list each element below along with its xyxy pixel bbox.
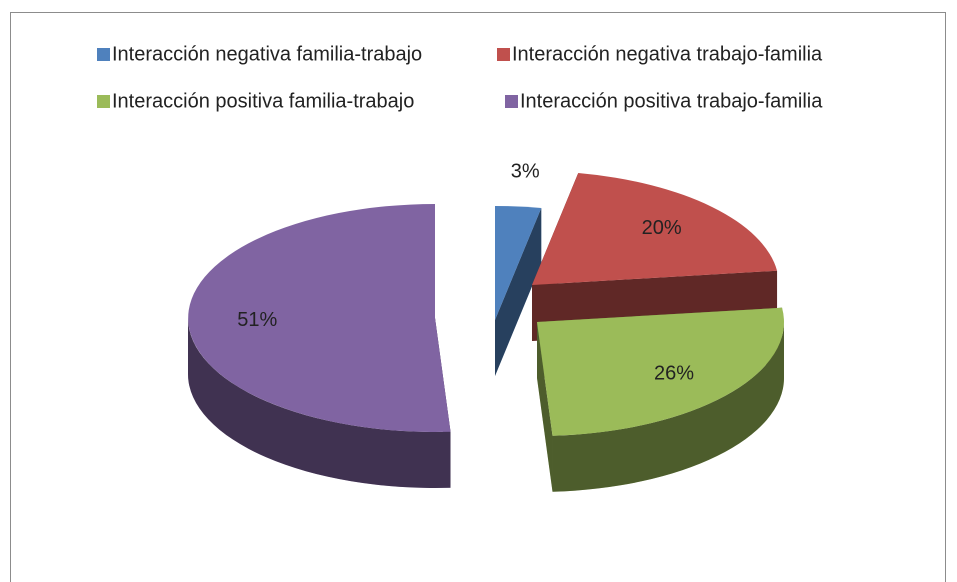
slice-wall-shade [188, 318, 451, 489]
slice-side-shade [537, 322, 553, 492]
data-label: 3% [511, 161, 540, 183]
data-label: 51% [237, 309, 277, 331]
legend-swatch [97, 95, 110, 108]
legend-label: Interacción negativa trabajo-familia [512, 43, 823, 65]
legend-swatch [497, 48, 510, 61]
chart-frame [10, 12, 946, 582]
slice [495, 206, 542, 320]
slice-side-shade [495, 208, 542, 376]
legend-swatch [97, 48, 110, 61]
slice [532, 173, 778, 285]
legend-label: Interacción positiva familia-trabajo [112, 90, 414, 112]
legend-label: Interacción positiva trabajo-familia [520, 90, 823, 112]
legend-swatch [505, 95, 518, 108]
data-label: 20% [642, 217, 682, 239]
slice [537, 307, 784, 436]
legend-label: Interacción negativa familia-trabajo [112, 43, 422, 65]
data-label: 26% [654, 363, 694, 385]
slice [188, 204, 451, 432]
slice-wall-shade [552, 322, 785, 492]
